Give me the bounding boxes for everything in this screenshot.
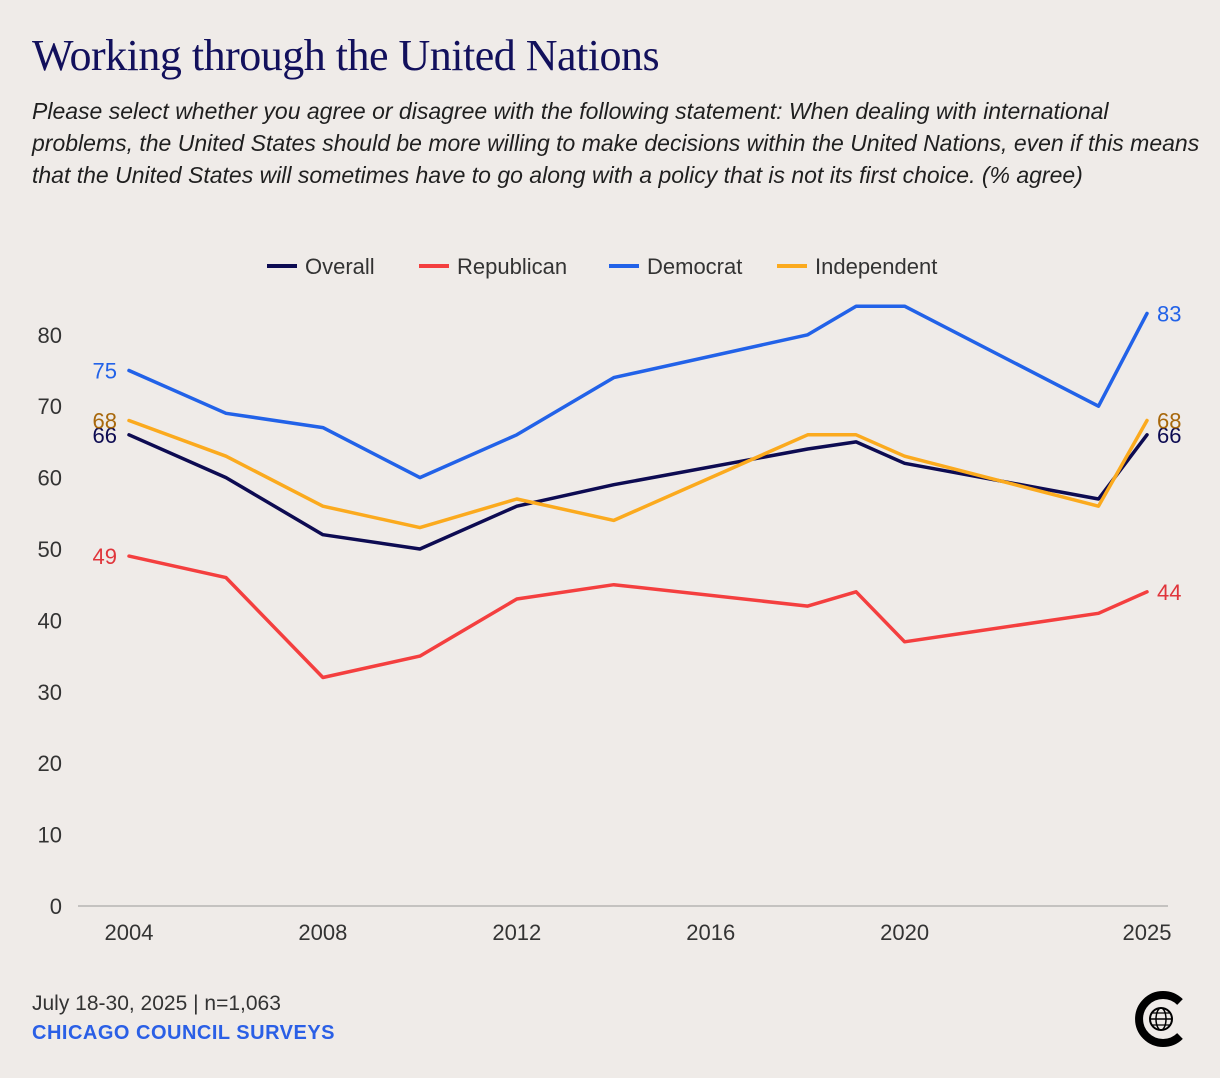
start-value-label: 68 bbox=[93, 408, 117, 433]
y-axis-ticks: 0 10 20 30 40 50 60 70 80 bbox=[38, 323, 62, 919]
x-tick-label: 2008 bbox=[298, 920, 347, 945]
end-value-label: 68 bbox=[1157, 408, 1181, 433]
x-tick-label: 2004 bbox=[105, 920, 154, 945]
y-tick-label: 80 bbox=[38, 323, 62, 348]
series-line-republican bbox=[127, 554, 1149, 680]
y-tick-label: 70 bbox=[38, 394, 62, 419]
y-tick-label: 30 bbox=[38, 680, 62, 705]
series-line-democrat bbox=[127, 304, 1149, 480]
legend: Overall Republican Democrat Independent bbox=[267, 254, 937, 279]
end-labels: 66 66 49 44 75 83 68 68 bbox=[93, 301, 1182, 604]
end-value-label: 83 bbox=[1157, 301, 1181, 326]
series-line-independent bbox=[127, 418, 1149, 530]
x-axis-ticks: 2004 2008 2012 2016 2020 2025 bbox=[105, 920, 1172, 945]
chart-subtitle: Please select whether you agree or disag… bbox=[32, 98, 1200, 188]
end-value-label: 44 bbox=[1157, 580, 1181, 605]
legend-entry: Overall bbox=[305, 254, 375, 279]
x-tick-label: 2012 bbox=[492, 920, 541, 945]
x-tick-label: 2025 bbox=[1123, 920, 1172, 945]
source-label: CHICAGO COUNCIL SURVEYS bbox=[32, 1022, 336, 1044]
chart-title: Working through the United Nations bbox=[32, 31, 660, 80]
y-tick-label: 60 bbox=[38, 466, 62, 491]
legend-entry: Independent bbox=[815, 254, 937, 279]
series-line-overall bbox=[127, 433, 1149, 551]
x-tick-label: 2020 bbox=[880, 920, 929, 945]
survey-date: July 18-30, 2025 | n=1,063 bbox=[32, 992, 281, 1015]
legend-entry: Democrat bbox=[647, 254, 742, 279]
start-value-label: 66 bbox=[93, 423, 117, 448]
y-tick-label: 20 bbox=[38, 751, 62, 776]
series-lines bbox=[127, 304, 1149, 680]
start-value-label: 49 bbox=[93, 544, 117, 569]
start-value-label: 75 bbox=[93, 359, 117, 384]
y-tick-label: 50 bbox=[38, 537, 62, 562]
y-tick-label: 10 bbox=[38, 823, 62, 848]
y-tick-label: 0 bbox=[50, 894, 62, 919]
legend-entry: Republican bbox=[457, 254, 567, 279]
end-value-label: 66 bbox=[1157, 423, 1181, 448]
y-tick-label: 40 bbox=[38, 608, 62, 633]
line-chart: Overall Republican Democrat Independent 0 10… bbox=[38, 254, 1182, 945]
x-tick-label: 2016 bbox=[686, 920, 735, 945]
chicago-council-logo-icon bbox=[1135, 991, 1183, 1047]
